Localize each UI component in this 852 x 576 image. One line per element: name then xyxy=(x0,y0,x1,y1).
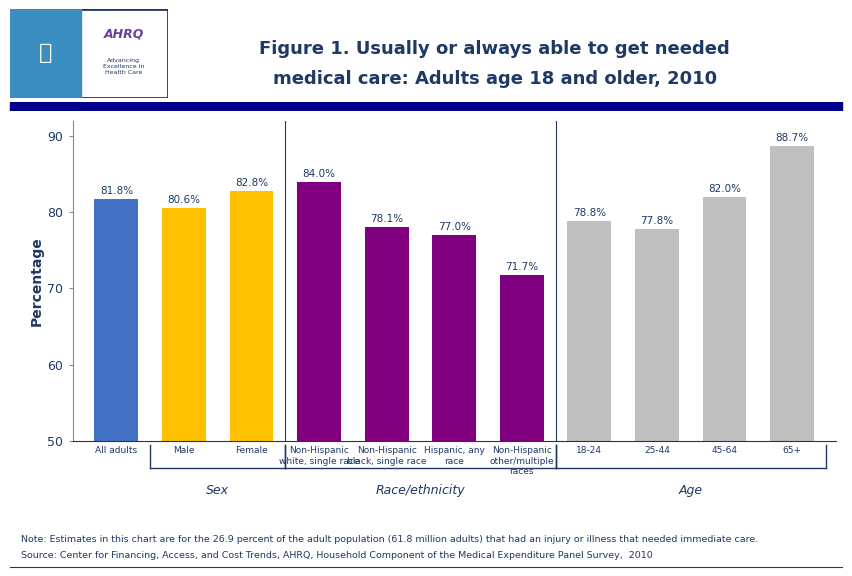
Text: 84.0%: 84.0% xyxy=(302,169,335,179)
Bar xyxy=(567,221,611,441)
Text: 78.8%: 78.8% xyxy=(572,209,605,218)
Y-axis label: Percentage: Percentage xyxy=(29,236,43,325)
Text: 78.1%: 78.1% xyxy=(370,214,403,223)
Text: 88.7%: 88.7% xyxy=(774,133,808,143)
Text: Age: Age xyxy=(678,484,702,497)
Text: 82.0%: 82.0% xyxy=(707,184,740,194)
Text: 71.7%: 71.7% xyxy=(504,263,538,272)
Text: Sex: Sex xyxy=(206,484,229,497)
Bar xyxy=(296,182,341,441)
Bar xyxy=(95,199,138,441)
Bar xyxy=(10,9,81,98)
Bar xyxy=(162,208,205,441)
Bar xyxy=(769,146,813,441)
Text: medical care: Adults age 18 and older, 2010: medical care: Adults age 18 and older, 2… xyxy=(273,70,716,89)
Text: 77.8%: 77.8% xyxy=(640,216,673,226)
Bar xyxy=(702,197,746,441)
Bar xyxy=(499,275,543,441)
Text: Advancing
Excellence in
Health Care: Advancing Excellence in Health Care xyxy=(103,58,144,75)
Text: 82.8%: 82.8% xyxy=(234,178,268,188)
FancyBboxPatch shape xyxy=(10,9,168,98)
Text: AHRQ: AHRQ xyxy=(104,27,144,40)
Text: 80.6%: 80.6% xyxy=(167,195,200,204)
Bar xyxy=(432,235,475,441)
Bar xyxy=(365,227,408,441)
Text: Figure 1. Usually or always able to get needed: Figure 1. Usually or always able to get … xyxy=(259,40,729,58)
Text: Race/ethnicity: Race/ethnicity xyxy=(375,484,464,497)
Text: Note: Estimates in this chart are for the 26.9 percent of the adult population (: Note: Estimates in this chart are for th… xyxy=(21,535,757,544)
Bar xyxy=(229,191,273,441)
Text: 81.8%: 81.8% xyxy=(100,185,133,196)
Text: Source: Center for Financing, Access, and Cost Trends, AHRQ, Household Component: Source: Center for Financing, Access, an… xyxy=(21,551,653,560)
Text: 77.0%: 77.0% xyxy=(437,222,470,232)
Bar xyxy=(634,229,678,441)
Text: 🦅: 🦅 xyxy=(39,43,52,63)
